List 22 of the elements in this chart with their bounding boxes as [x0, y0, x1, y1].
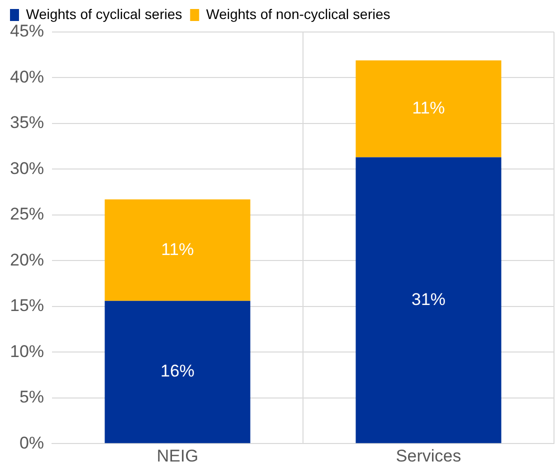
y-tick-label: 40% [10, 67, 44, 86]
data-label: 31% [411, 290, 446, 309]
data-label: 16% [160, 362, 195, 381]
y-tick-label: 5% [19, 388, 44, 407]
bar [356, 60, 502, 158]
bar [356, 157, 502, 444]
x-tick-label: Services [396, 446, 462, 466]
y-tick-label: 30% [10, 158, 44, 178]
y-tick-label: 10% [10, 342, 44, 361]
bar [104, 300, 250, 444]
data-label: 11% [161, 240, 194, 259]
y-tick-label: 25% [10, 204, 44, 224]
x-tick-label: NEIG [156, 446, 198, 466]
y-tick-label: 20% [10, 250, 44, 270]
legend-label: Weights of cyclical series [26, 6, 182, 22]
y-tick-label: 15% [10, 296, 44, 316]
y-tick-label: 0% [19, 433, 44, 452]
legend-label: Weights of non-cyclical series [206, 6, 390, 22]
y-tick-label: 35% [10, 113, 44, 132]
y-tick-label: 45% [10, 22, 44, 41]
bar [104, 199, 250, 301]
data-label: 11% [412, 98, 445, 118]
